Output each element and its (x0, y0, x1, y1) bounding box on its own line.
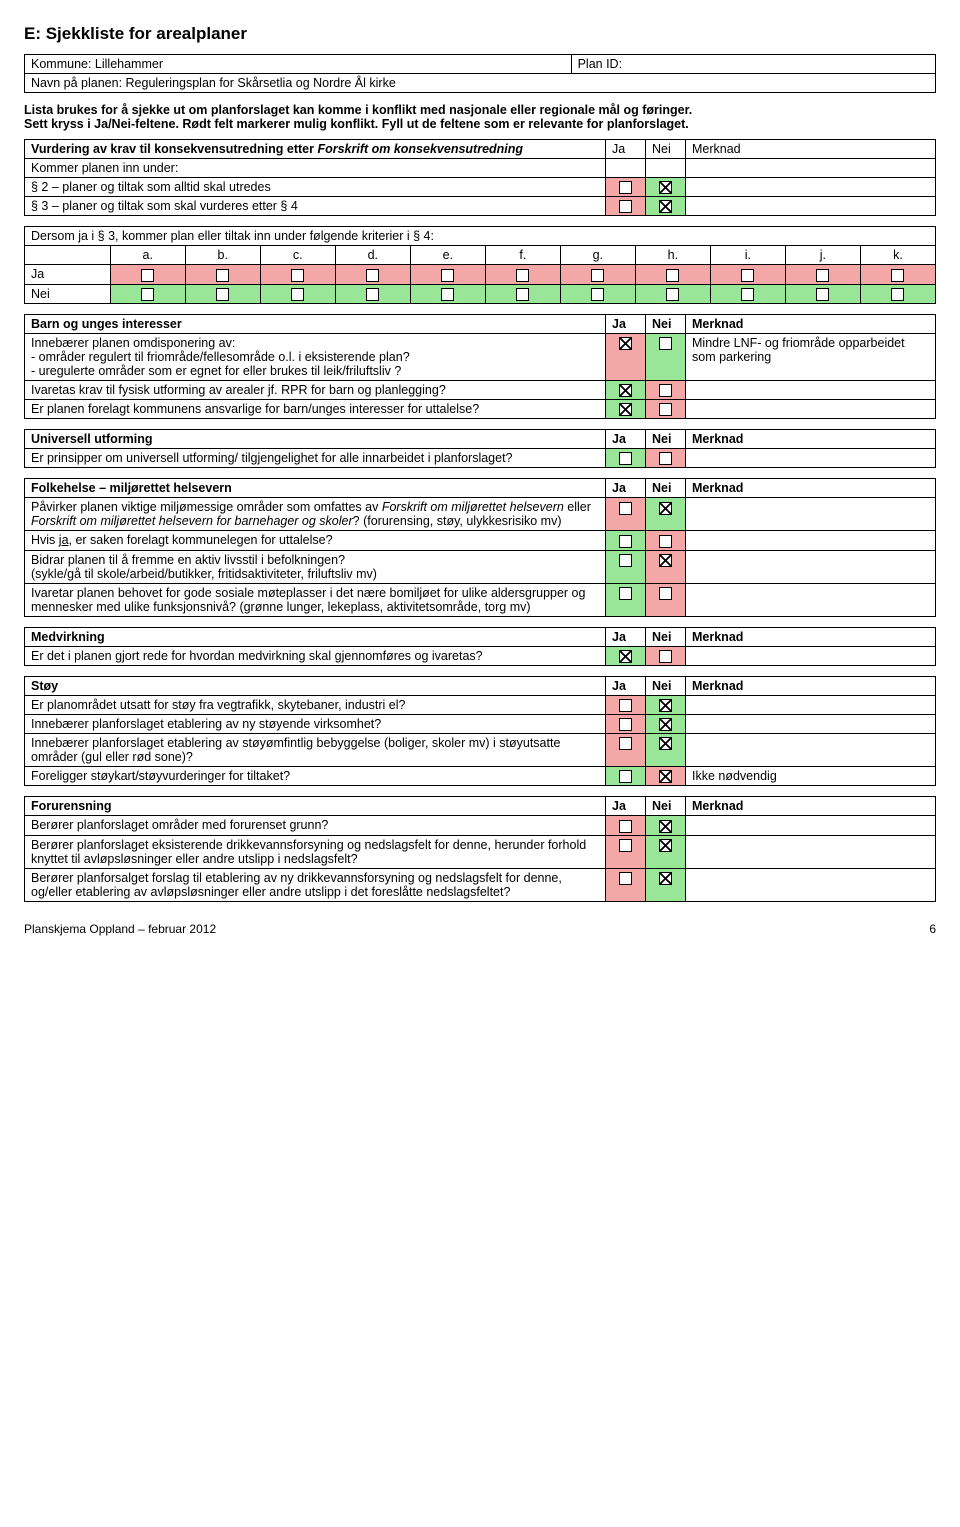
checkbox[interactable] (659, 337, 672, 350)
checkbox[interactable] (619, 554, 632, 567)
checkbox[interactable] (516, 269, 529, 282)
checkbox[interactable] (619, 337, 632, 350)
checkbox[interactable] (619, 200, 632, 213)
section-forurensning: Forurensning Ja Nei Merknad Berører plan… (24, 796, 936, 901)
checkbox[interactable] (216, 288, 229, 301)
checkbox[interactable] (619, 587, 632, 600)
checkbox[interactable] (659, 872, 672, 885)
checkbox[interactable] (619, 452, 632, 465)
criteria-table: Dersom ja i § 3, kommer plan eller tilta… (24, 226, 936, 303)
checkbox[interactable] (666, 269, 679, 282)
checkbox[interactable] (619, 535, 632, 548)
checkbox[interactable] (619, 839, 632, 852)
intro-text: Lista brukes for å sjekke ut om planfors… (24, 103, 936, 131)
checkbox[interactable] (659, 587, 672, 600)
checkbox[interactable] (659, 554, 672, 567)
checkbox[interactable] (741, 288, 754, 301)
checkbox[interactable] (619, 872, 632, 885)
checkbox[interactable] (659, 452, 672, 465)
checkbox[interactable] (659, 699, 672, 712)
checkbox[interactable] (366, 269, 379, 282)
checkbox[interactable] (659, 384, 672, 397)
checkbox[interactable] (659, 181, 672, 194)
checkbox[interactable] (659, 403, 672, 416)
checkbox[interactable] (659, 770, 672, 783)
checkbox[interactable] (659, 650, 672, 663)
checkbox[interactable] (591, 269, 604, 282)
planid-cell: Plan ID: (571, 55, 935, 74)
checkbox[interactable] (216, 269, 229, 282)
section-stoy: Støy Ja Nei Merknad Er planområdet utsat… (24, 676, 936, 787)
kommune-cell: Kommune: Lillehammer (25, 55, 572, 74)
checkbox[interactable] (619, 384, 632, 397)
checkbox[interactable] (659, 737, 672, 750)
checkbox[interactable] (666, 288, 679, 301)
section-uu: Universell utforming Ja Nei Merknad Er p… (24, 429, 936, 468)
checkbox[interactable] (619, 737, 632, 750)
checkbox[interactable] (591, 288, 604, 301)
checkbox[interactable] (816, 269, 829, 282)
checkbox[interactable] (619, 181, 632, 194)
checkbox[interactable] (659, 718, 672, 731)
checkbox[interactable] (659, 820, 672, 833)
checkbox[interactable] (619, 502, 632, 515)
checkbox[interactable] (141, 288, 154, 301)
section-konsekvensutredning: Vurdering av krav til konsekvensutrednin… (24, 139, 936, 216)
checkbox[interactable] (659, 200, 672, 213)
checkbox[interactable] (619, 699, 632, 712)
footer-right: 6 (929, 922, 936, 936)
checkbox[interactable] (619, 650, 632, 663)
checkbox[interactable] (366, 288, 379, 301)
checkbox[interactable] (741, 269, 754, 282)
checkbox[interactable] (619, 820, 632, 833)
checkbox[interactable] (441, 288, 454, 301)
checkbox[interactable] (619, 718, 632, 731)
checkbox[interactable] (659, 535, 672, 548)
checkbox[interactable] (516, 288, 529, 301)
footer-left: Planskjema Oppland – februar 2012 (24, 922, 216, 936)
navn-cell: Navn på planen: Reguleringsplan for Skår… (25, 74, 936, 93)
checkbox[interactable] (816, 288, 829, 301)
checkbox[interactable] (291, 288, 304, 301)
checkbox[interactable] (291, 269, 304, 282)
checkbox[interactable] (891, 288, 904, 301)
checkbox[interactable] (659, 502, 672, 515)
section-barn: Barn og unges interesser Ja Nei Merknad … (24, 314, 936, 419)
footer: Planskjema Oppland – februar 2012 6 (24, 922, 936, 936)
checkbox[interactable] (441, 269, 454, 282)
checkbox[interactable] (891, 269, 904, 282)
checkbox[interactable] (619, 770, 632, 783)
section-medvirkning: Medvirkning Ja Nei Merknad Er det i plan… (24, 627, 936, 666)
checkbox[interactable] (141, 269, 154, 282)
checkbox[interactable] (619, 403, 632, 416)
header-table: Kommune: Lillehammer Plan ID: Navn på pl… (24, 54, 936, 93)
page-title: E: Sjekkliste for arealplaner (24, 24, 936, 44)
checkbox[interactable] (659, 839, 672, 852)
section-folkehelse: Folkehelse – miljørettet helsevern Ja Ne… (24, 478, 936, 616)
